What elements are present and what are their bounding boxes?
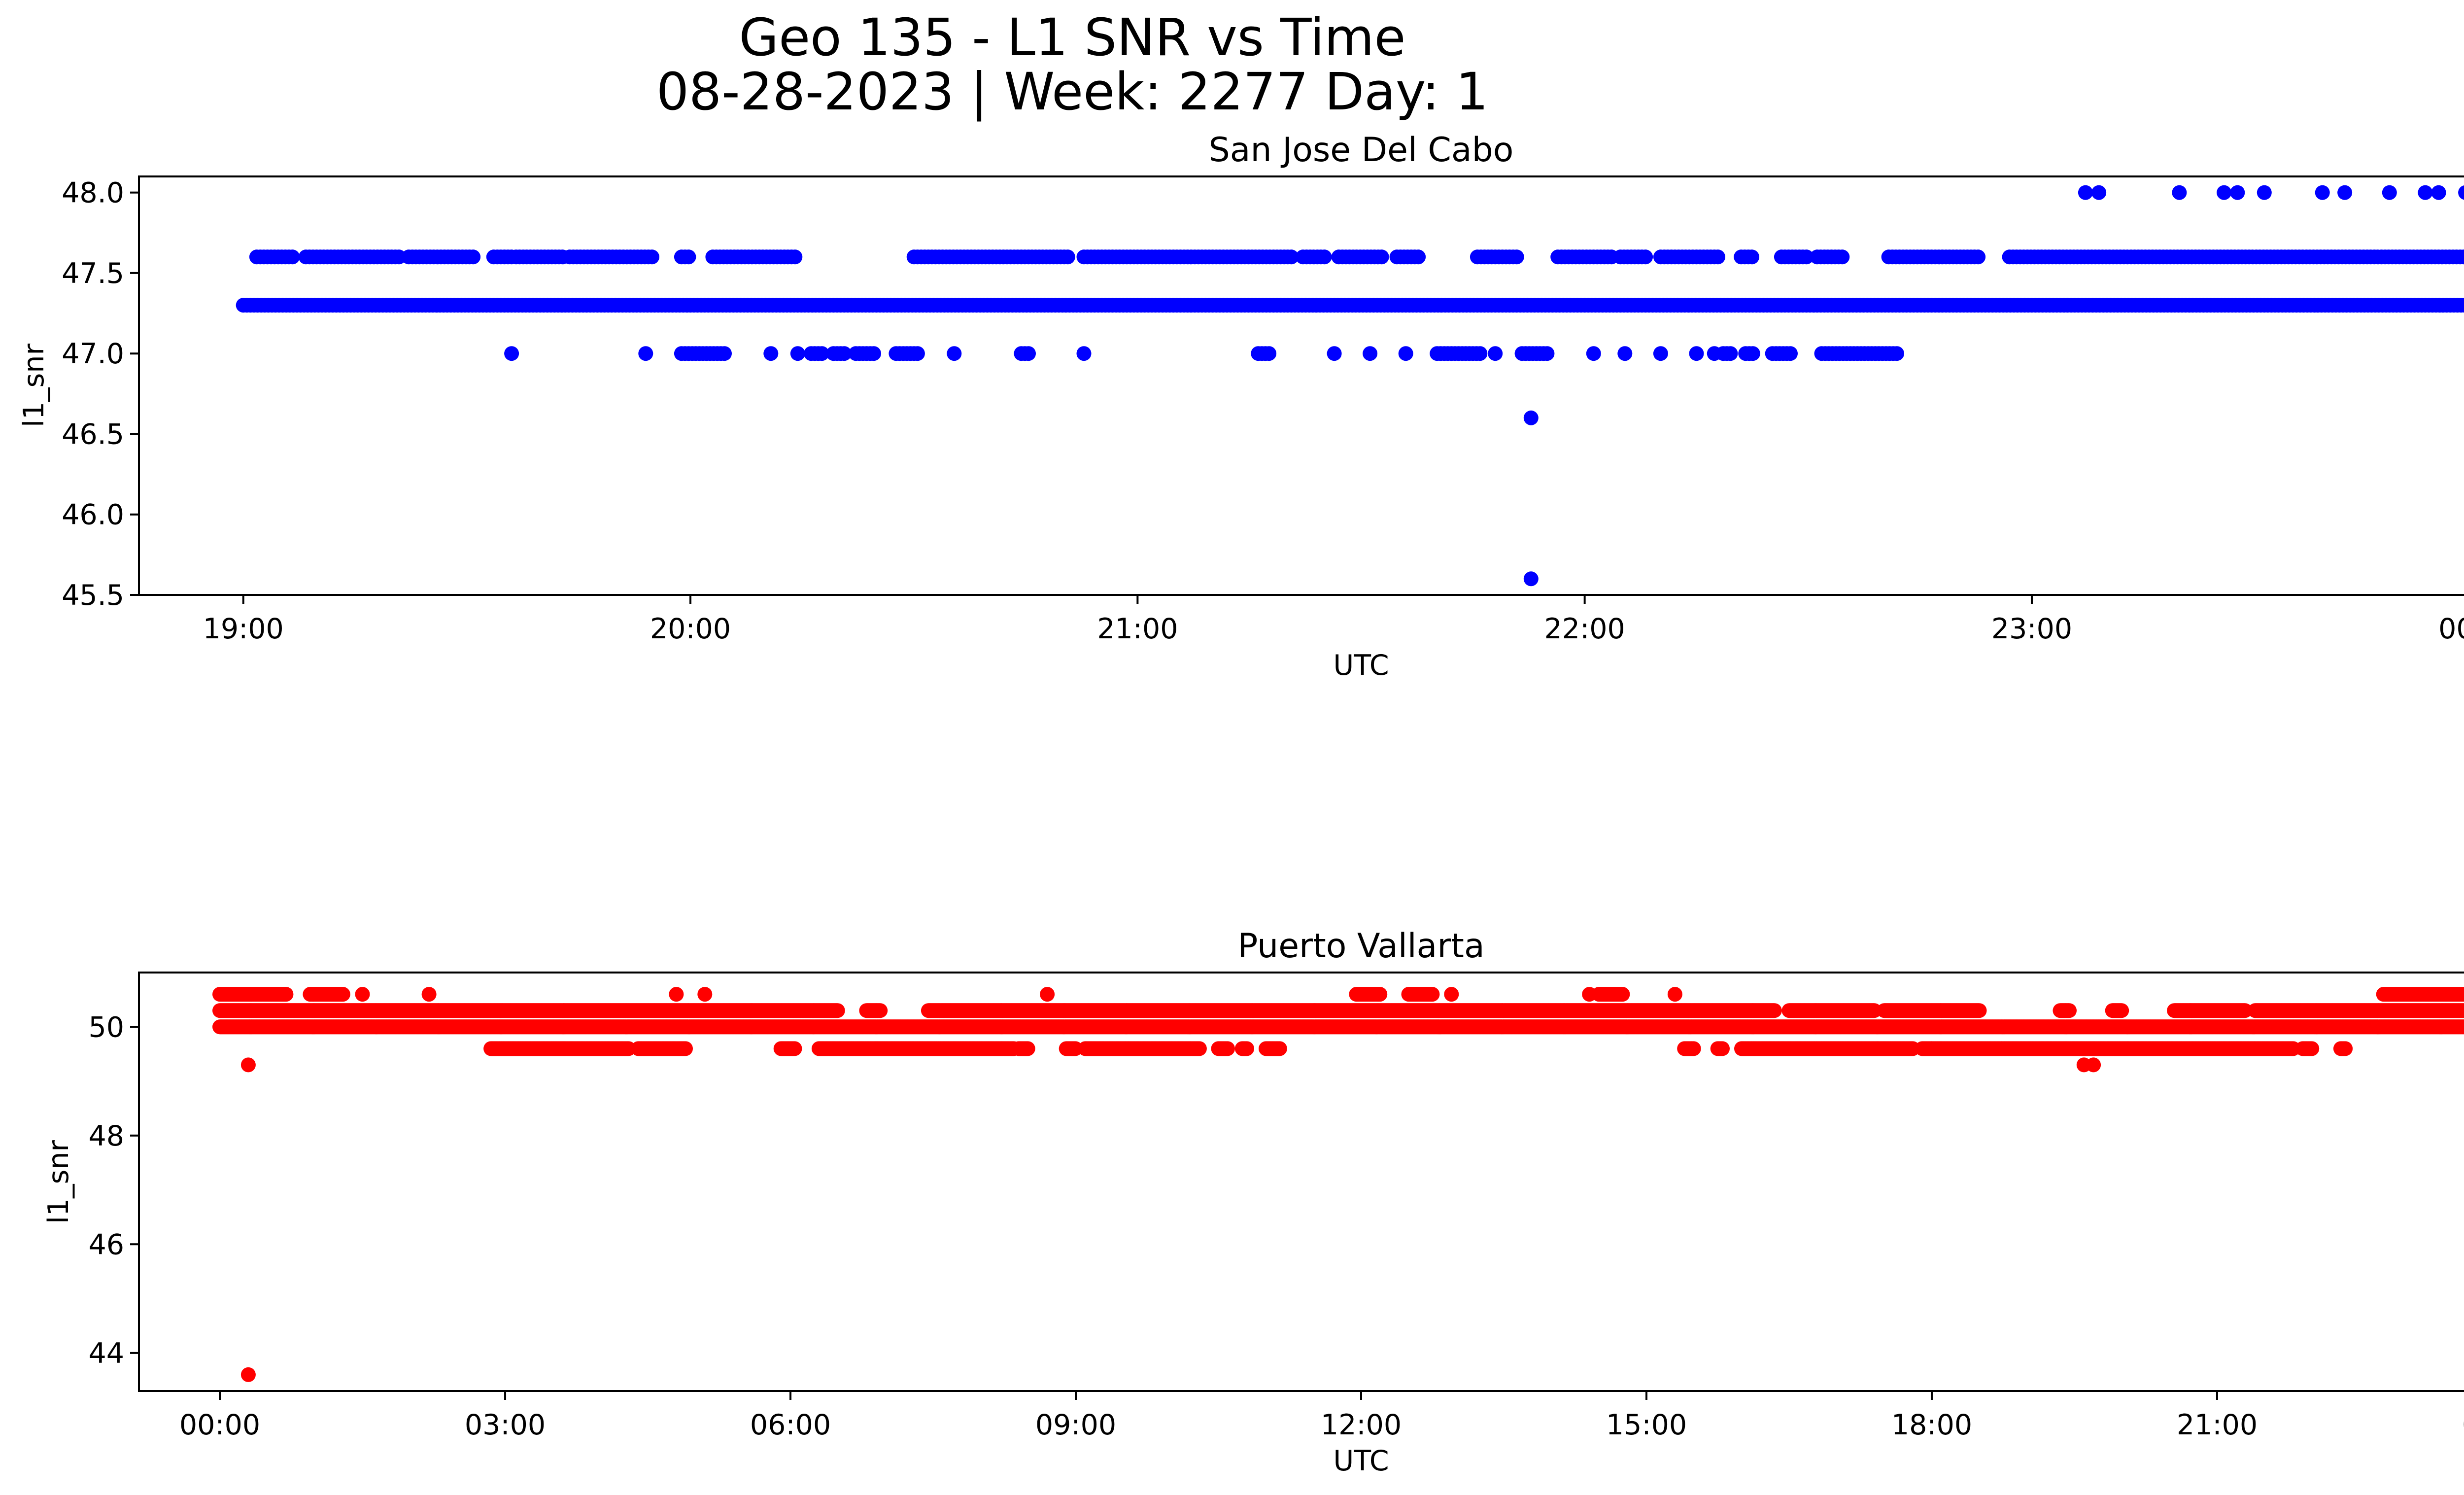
plot-san-jose-del-cabo: San Jose Del Cabo 19:00 20:00 21:00 22:00 23…: [18, 131, 2464, 682]
plot2-point: [1767, 1003, 1782, 1018]
plot1-point: [1799, 249, 1814, 265]
plot1-point: [2337, 185, 2353, 200]
plot1-point: [2172, 185, 2187, 200]
plot1-point: [1711, 249, 1725, 265]
plot1-point: [1653, 346, 1668, 361]
plot1-y-tick-label: 45.5: [62, 579, 124, 612]
plot1-marks: [236, 185, 2464, 587]
plot2-marks: [212, 987, 2464, 1382]
plot1-point: [2382, 185, 2397, 200]
plot2-point: [1972, 1003, 1987, 1018]
plot1-point: [1523, 410, 1539, 425]
plot1-point: [2217, 185, 2232, 200]
plot1-title: San Jose Del Cabo: [1209, 131, 1514, 170]
plot1-point: [1523, 571, 1539, 587]
plot1-point: [1021, 346, 1036, 361]
plot1-point: [638, 346, 653, 361]
plot1-point: [947, 346, 962, 361]
plot1-point: [2091, 185, 2107, 200]
plot1-point: [1723, 346, 1738, 361]
plot1-point: [1586, 346, 1601, 361]
plot1-point: [1783, 346, 1798, 361]
plot1-point: [681, 249, 696, 265]
plot1-x-tick-label: 23:00: [1991, 613, 2072, 645]
plot1-point: [763, 346, 779, 361]
plot1-y-tick-label: 46.5: [62, 418, 124, 451]
plot1-point: [814, 346, 829, 361]
plot1-point: [1638, 249, 1653, 265]
plot2-point: [2114, 1003, 2129, 1018]
plot1-point: [1363, 346, 1378, 361]
plot1-point: [1076, 346, 1092, 361]
figure-title-line1: Geo 135 - L1 SNR vs Time: [739, 7, 1405, 68]
plot1-point: [790, 346, 805, 361]
figure-title-line2: 08-28-2023 | Week: 2277 Day: 1: [656, 62, 1488, 122]
plot1-y-tick-label: 46.0: [62, 499, 124, 531]
plot1-point: [1509, 249, 1524, 265]
plot1-x-tick-label: 20:00: [650, 613, 731, 645]
plot1-y-tick-label: 47.0: [62, 338, 124, 370]
plot2-title: Puerto Vallarta: [1237, 927, 1484, 966]
plot1-point: [1540, 346, 1555, 361]
plot1-point: [1317, 249, 1332, 265]
plot1-point: [466, 249, 481, 265]
plot1-point: [2078, 185, 2093, 200]
plot1-y-axis-label: l1_snr: [18, 344, 50, 427]
plot1-point: [1472, 346, 1488, 361]
plot1-point: [1745, 249, 1759, 265]
plot1-point: [1411, 249, 1426, 265]
plot1-point: [2431, 185, 2446, 200]
plot1-point: [1617, 346, 1633, 361]
plot1-point: [1971, 249, 1986, 265]
plot1-point: [866, 346, 881, 361]
plot-puerto-vallarta: Puerto Vallarta 00:00 03:00 06:00 09:00 12:0…: [42, 927, 2464, 1477]
plot1-point: [717, 346, 732, 361]
plot1-point: [2230, 185, 2245, 200]
plot1-point: [1284, 249, 1299, 265]
plot1-point: [2257, 185, 2272, 200]
plot1-point: [2418, 185, 2433, 200]
plot1-point: [1707, 346, 1722, 361]
plot1-point: [1374, 249, 1389, 265]
plot1-point: [1745, 346, 1760, 361]
plot1-x-tick-label: 00:00: [2438, 613, 2464, 645]
plot1-point: [2461, 299, 2464, 312]
plot1-point: [1327, 346, 1342, 361]
plot2-point: [873, 1003, 888, 1018]
plot1-point: [1398, 346, 1413, 361]
plot2-point: [2062, 1003, 2077, 1018]
plot1-point: [837, 346, 852, 361]
plot1-y-tick-label: 48.0: [62, 177, 124, 209]
plot1-y-tick-label: 47.5: [62, 257, 124, 290]
plot1-x-ticks: 19:00 20:00 21:00 22:00 23:00 00:00: [203, 595, 2464, 645]
plot1-point: [787, 249, 803, 265]
plot1-point: [1889, 346, 1904, 361]
plot1-point: [2315, 185, 2330, 200]
plot1-x-tick-label: 22:00: [1544, 613, 1625, 645]
plot1-point: [1060, 249, 1075, 265]
plot1-x-axis-label: UTC: [1334, 649, 1389, 682]
plot2-point: [830, 1003, 845, 1018]
plot1-point: [2458, 185, 2464, 200]
plot1-frame: [138, 175, 2464, 596]
plot1-point: [1689, 346, 1704, 361]
plot1-x-tick-label: 19:00: [203, 613, 284, 645]
plot1-point: [1835, 249, 1850, 265]
plot1-y-ticks: 45.5 46.0 46.5 47.0 47.5 48.0: [62, 177, 139, 612]
plot1-point: [285, 249, 300, 265]
plot1-point: [504, 346, 519, 361]
plot1-point: [1262, 346, 1277, 361]
plot1-point: [910, 346, 925, 361]
plot1-point: [1488, 346, 1503, 361]
plot1-point: [645, 249, 659, 265]
plot1-point: [2460, 250, 2464, 264]
plot1-x-tick-label: 21:00: [1097, 613, 1178, 645]
